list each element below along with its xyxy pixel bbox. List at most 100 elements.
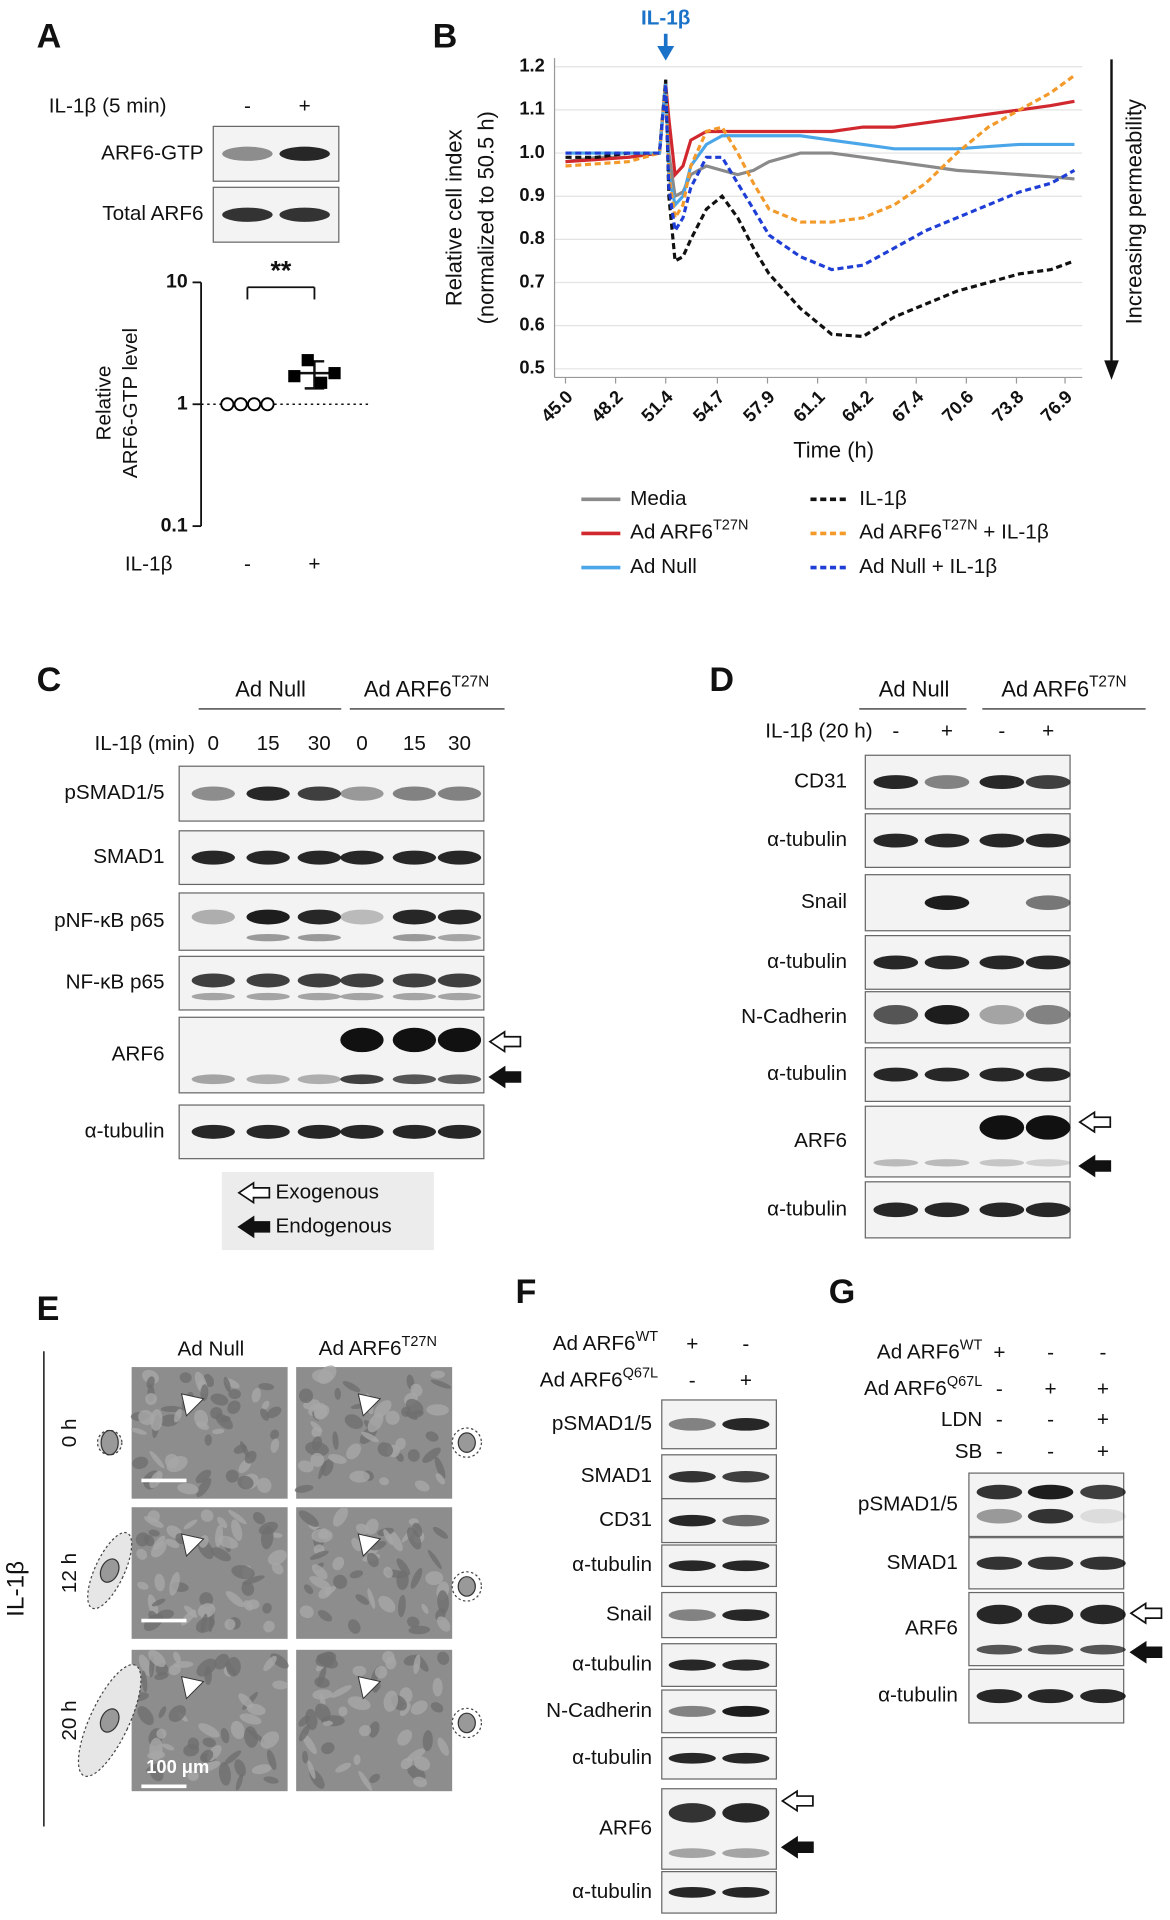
cell <box>311 1427 322 1438</box>
exogenous-arrow <box>237 1181 271 1205</box>
band <box>437 1124 482 1139</box>
cell <box>344 1414 364 1429</box>
cell <box>352 1665 367 1677</box>
band <box>873 1159 919 1167</box>
cell <box>200 1384 209 1402</box>
superscript: WT <box>636 1329 659 1345</box>
lane-label: + <box>1045 1378 1057 1401</box>
x-tick-label: 51.4 <box>637 385 678 426</box>
lane-label: + <box>686 1333 698 1356</box>
band <box>279 207 330 222</box>
cell <box>150 1409 163 1431</box>
band <box>979 1159 1025 1167</box>
row-label: NF-κB p65 <box>66 971 165 994</box>
cell <box>335 1762 352 1773</box>
cell <box>410 1700 428 1715</box>
cell <box>263 1620 275 1633</box>
cell <box>263 1655 277 1672</box>
cell <box>315 1703 331 1722</box>
band <box>873 1004 919 1025</box>
band <box>1025 1159 1071 1167</box>
group-label: Ad ARF6T27N <box>1001 673 1126 701</box>
band <box>979 833 1025 848</box>
band <box>340 1027 384 1053</box>
x-axis-label: IL-1β <box>125 553 173 576</box>
cell <box>200 1749 214 1763</box>
blot <box>968 1472 1125 1538</box>
band <box>979 775 1025 790</box>
band <box>297 1074 341 1085</box>
band <box>222 146 273 161</box>
cell <box>173 1661 194 1668</box>
band <box>392 786 437 801</box>
lane-label: 30 <box>308 732 331 755</box>
legend-label: Ad ARF6T27N <box>630 517 748 544</box>
cell <box>233 1444 247 1454</box>
cell <box>261 1400 270 1410</box>
panel-letter: F <box>516 1273 537 1311</box>
lane-label: - <box>1047 1408 1054 1431</box>
cell <box>210 1547 232 1562</box>
band <box>1027 1556 1074 1570</box>
band <box>246 909 290 925</box>
x-axis-label: Time (h) <box>793 438 874 463</box>
group-label: Ad ARF6T27N <box>364 673 489 701</box>
cell <box>397 1729 413 1746</box>
y-tick-label: 0.5 <box>519 357 544 378</box>
cell <box>353 1754 361 1766</box>
y-tick-label: 1.0 <box>519 141 544 162</box>
y-tick-label: 0.6 <box>519 313 544 334</box>
y-axis-label: Relative cell index <box>442 129 467 306</box>
text-run: Ad ARF6 <box>877 1341 960 1364</box>
cell <box>407 1527 422 1550</box>
cell <box>153 1535 166 1551</box>
band <box>340 909 384 925</box>
cell <box>144 1516 164 1528</box>
band <box>191 1124 235 1139</box>
cell <box>251 1764 272 1775</box>
band <box>873 775 919 790</box>
superscript: T27N <box>402 1334 437 1350</box>
x-tick-label: 48.2 <box>587 386 627 426</box>
band <box>976 1604 1023 1625</box>
cell <box>263 1776 279 1784</box>
cell <box>218 1762 231 1786</box>
series-line <box>565 83 1075 209</box>
cell <box>370 1540 387 1551</box>
cell <box>407 1616 420 1628</box>
lane-label: - <box>244 94 251 117</box>
cell <box>374 1665 388 1679</box>
condition-label: SB <box>955 1440 983 1463</box>
cell <box>148 1649 166 1668</box>
cell <box>318 1610 333 1622</box>
band <box>1080 1508 1126 1524</box>
band <box>222 207 273 222</box>
x-tick-label: 73.8 <box>988 386 1028 426</box>
x-tick-label: 57.9 <box>739 386 779 426</box>
row-label: ARF6 <box>794 1129 847 1152</box>
x-tick-label: 54.7 <box>689 386 729 426</box>
lane-label: - <box>1047 1440 1054 1463</box>
band <box>297 992 341 1001</box>
band <box>392 909 437 925</box>
band <box>297 786 341 801</box>
lane-label: - <box>1100 1341 1107 1364</box>
cell <box>437 1590 449 1614</box>
series-line <box>565 83 1076 272</box>
band <box>246 933 290 942</box>
cell <box>430 1379 452 1389</box>
band <box>1027 1484 1074 1500</box>
cell <box>199 1592 214 1607</box>
band <box>340 786 384 801</box>
cell <box>421 1603 429 1614</box>
cell <box>138 1654 153 1677</box>
annotation-arrowhead <box>657 45 675 61</box>
cell <box>430 1370 445 1379</box>
cell <box>230 1720 245 1740</box>
cell <box>367 1588 376 1609</box>
legend-label: IL-1β <box>859 487 907 510</box>
cell <box>137 1706 154 1726</box>
lane-label: - <box>996 1378 1003 1401</box>
treatment-label: IL-1β (min) <box>95 732 195 755</box>
cell <box>270 1438 280 1453</box>
